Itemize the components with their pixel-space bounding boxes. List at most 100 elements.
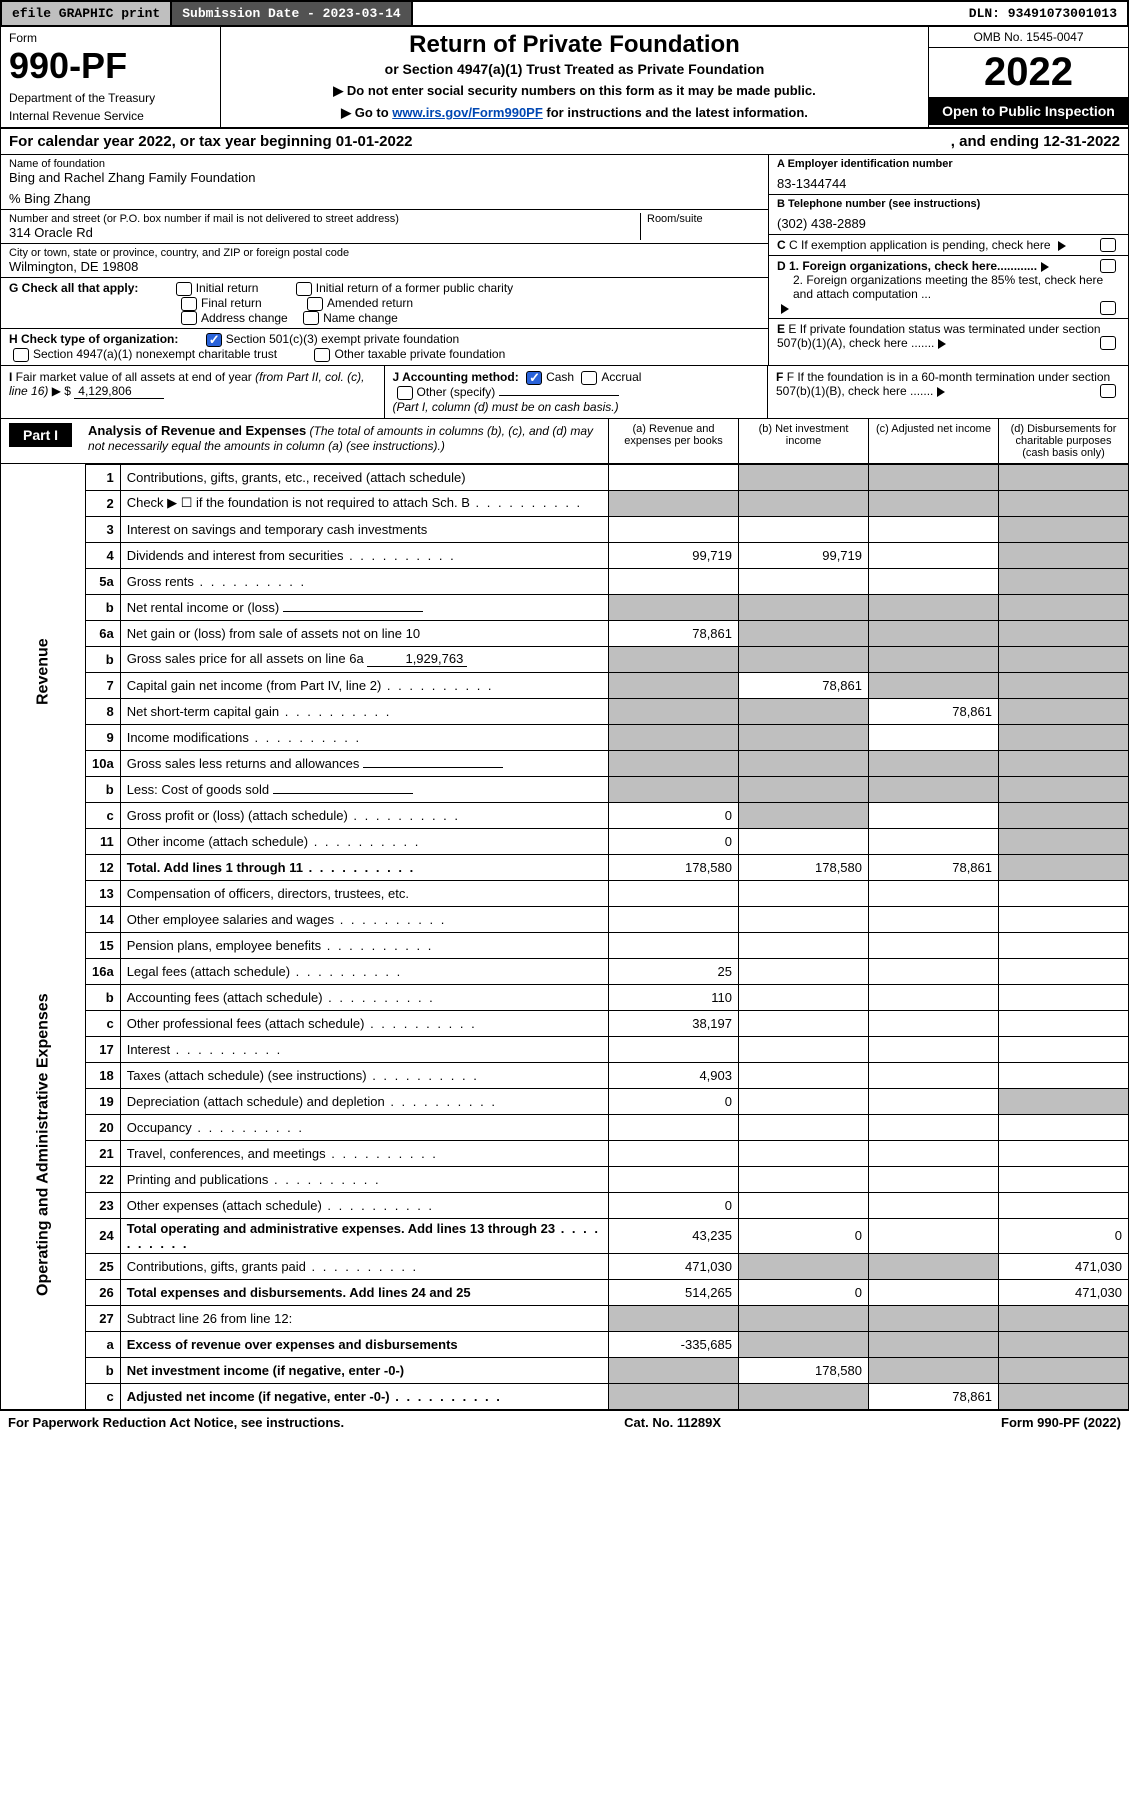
table-row: 25Contributions, gifts, grants paid471,0… [1, 1253, 1129, 1279]
table-row: 20Occupancy [1, 1114, 1129, 1140]
amount-cell [739, 1140, 869, 1166]
final-return-checkbox[interactable] [181, 297, 197, 311]
4947-checkbox[interactable] [13, 348, 29, 362]
line-number: 15 [86, 932, 121, 958]
amount-cell [869, 880, 999, 906]
line-description: Gross profit or (loss) (attach schedule) [120, 802, 608, 828]
amount-cell: 78,861 [739, 672, 869, 698]
instruction-1: ▶ Do not enter social security numbers o… [229, 83, 920, 99]
f-checkbox[interactable] [1100, 384, 1116, 398]
amount-cell [609, 1036, 739, 1062]
table-row: 24Total operating and administrative exp… [1, 1218, 1129, 1253]
page-footer: For Paperwork Reduction Act Notice, see … [0, 1410, 1129, 1434]
revenue-side-label: Revenue [1, 464, 86, 880]
amount-cell [739, 1010, 869, 1036]
amount-cell [609, 880, 739, 906]
amount-cell [869, 932, 999, 958]
amount-cell [999, 698, 1129, 724]
amount-cell [999, 776, 1129, 802]
table-row: 21Travel, conferences, and meetings [1, 1140, 1129, 1166]
amount-cell [869, 1140, 999, 1166]
irs-label: Internal Revenue Service [9, 109, 212, 123]
amount-cell [609, 568, 739, 594]
amount-cell [739, 1114, 869, 1140]
amount-cell [609, 1305, 739, 1331]
phone-label: B Telephone number (see instructions) [777, 198, 980, 210]
amount-cell [999, 828, 1129, 854]
amount-cell [739, 568, 869, 594]
amount-cell [609, 906, 739, 932]
d1-checkbox[interactable] [1100, 259, 1116, 273]
amount-cell: 78,861 [869, 1383, 999, 1409]
amount-cell [999, 1305, 1129, 1331]
amount-cell [869, 1010, 999, 1036]
irs-link[interactable]: www.irs.gov/Form990PF [392, 105, 543, 120]
table-row: 6aNet gain or (loss) from sale of assets… [1, 620, 1129, 646]
amount-cell [999, 594, 1129, 620]
tax-year: 2022 [929, 48, 1128, 97]
amended-return-checkbox[interactable] [307, 297, 323, 311]
cash-checkbox[interactable] [526, 371, 542, 385]
line-number: 16a [86, 958, 121, 984]
amount-cell [869, 1218, 999, 1253]
amount-cell [999, 1088, 1129, 1114]
line-number: 26 [86, 1279, 121, 1305]
table-row: 27Subtract line 26 from line 12: [1, 1305, 1129, 1331]
line-number: b [86, 984, 121, 1010]
amount-cell: 43,235 [609, 1218, 739, 1253]
identity-block: Name of foundation Bing and Rachel Zhang… [0, 155, 1129, 366]
line-description: Depreciation (attach schedule) and deple… [120, 1088, 608, 1114]
name-change-checkbox[interactable] [303, 311, 319, 325]
table-row: 19Depreciation (attach schedule) and dep… [1, 1088, 1129, 1114]
c-checkbox[interactable] [1100, 238, 1116, 252]
table-row: bNet rental income or (loss) [1, 594, 1129, 620]
amount-cell [869, 1062, 999, 1088]
line-description: Total expenses and disbursements. Add li… [120, 1279, 608, 1305]
other-taxable-checkbox[interactable] [314, 348, 330, 362]
line-number: c [86, 1010, 121, 1036]
line-description: Interest [120, 1036, 608, 1062]
line-number: 21 [86, 1140, 121, 1166]
amount-cell [609, 464, 739, 490]
amount-cell [999, 958, 1129, 984]
line-description: Compensation of officers, directors, tru… [120, 880, 608, 906]
table-row: Operating and Administrative Expenses13C… [1, 880, 1129, 906]
line-number: 1 [86, 464, 121, 490]
line-number: 2 [86, 490, 121, 516]
initial-former-checkbox[interactable] [296, 282, 312, 296]
efile-print-button[interactable]: efile GRAPHIC print [2, 2, 172, 25]
amount-cell [999, 932, 1129, 958]
initial-return-checkbox[interactable] [176, 282, 192, 296]
col-d-header: (d) Disbursements for charitable purpose… [998, 419, 1128, 463]
amount-cell [739, 1062, 869, 1088]
col-b-header: (b) Net investment income [738, 419, 868, 463]
amount-cell [739, 1192, 869, 1218]
city-label: City or town, state or province, country… [9, 247, 760, 259]
amount-cell [999, 1010, 1129, 1036]
other-method-checkbox[interactable] [397, 386, 413, 400]
line-description: Occupancy [120, 1114, 608, 1140]
line-number: 7 [86, 672, 121, 698]
line-number: 24 [86, 1218, 121, 1253]
amount-cell [739, 958, 869, 984]
amount-cell: 38,197 [609, 1010, 739, 1036]
amount-cell [999, 1331, 1129, 1357]
table-row: 16aLegal fees (attach schedule)25 [1, 958, 1129, 984]
line-description: Contributions, gifts, grants paid [120, 1253, 608, 1279]
d2-checkbox[interactable] [1100, 301, 1116, 315]
line-description: Adjusted net income (if negative, enter … [120, 1383, 608, 1409]
expenses-side-label: Operating and Administrative Expenses [1, 880, 86, 1409]
amount-cell [869, 828, 999, 854]
address-change-checkbox[interactable] [181, 311, 197, 325]
line-number: 11 [86, 828, 121, 854]
e-checkbox[interactable] [1100, 336, 1116, 350]
accrual-checkbox[interactable] [581, 371, 597, 385]
fmv-value: 4,129,806 [74, 384, 164, 399]
amount-cell [999, 906, 1129, 932]
amount-cell: 99,719 [609, 542, 739, 568]
table-row: cGross profit or (loss) (attach schedule… [1, 802, 1129, 828]
amount-cell [869, 1088, 999, 1114]
line-description: Total operating and administrative expen… [120, 1218, 608, 1253]
501c3-checkbox[interactable] [206, 333, 222, 347]
line-number: 4 [86, 542, 121, 568]
